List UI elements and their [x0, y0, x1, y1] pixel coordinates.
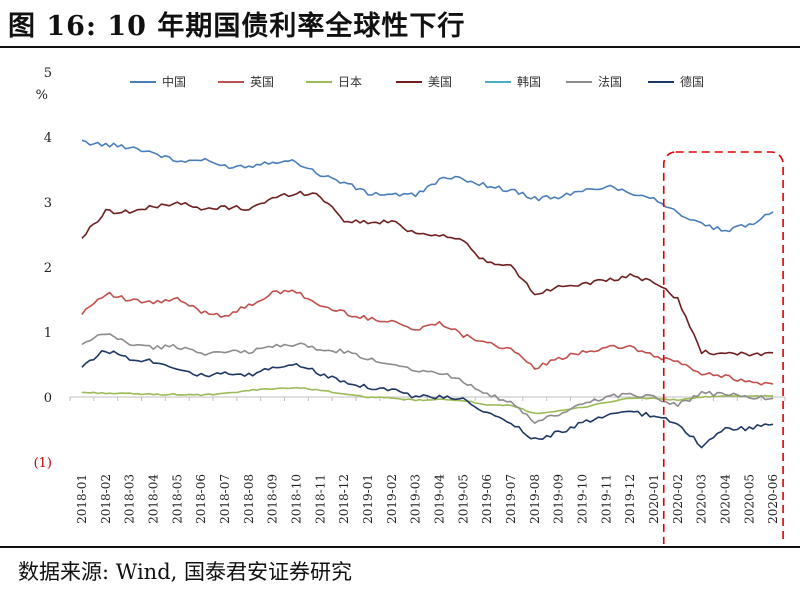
x-tick-label: 2019-09: [552, 474, 566, 524]
x-tick-label: 2019-01: [361, 474, 375, 524]
highlight-box: [662, 151, 784, 544]
legend-label: 日本: [338, 75, 362, 89]
legend-label: 美国: [428, 75, 452, 89]
x-tick-label: 2019-12: [623, 474, 637, 524]
y-tick-label: 0: [44, 391, 52, 406]
x-tick-label: 2018-05: [170, 474, 184, 524]
x-tick-label: 2019-11: [599, 474, 613, 524]
y-tick-label: (1): [34, 456, 52, 471]
x-tick-label: 2019-10: [575, 474, 589, 524]
y-tick-label: 1: [44, 326, 52, 341]
legend-label: 韩国: [517, 74, 541, 89]
legend-label: 德国: [680, 74, 704, 89]
x-tick-label: 2018-08: [242, 474, 256, 524]
x-tick-label: 2018-09: [266, 474, 280, 524]
x-tick-label: 2019-08: [528, 474, 542, 524]
y-tick-label: 4: [44, 131, 52, 146]
y-tick-label: 3: [44, 196, 52, 211]
title-rule: [0, 46, 800, 48]
x-tick-label: 2018-02: [99, 474, 113, 524]
x-tick-label: 2020-05: [742, 474, 756, 524]
x-tick-label: 2020-02: [671, 474, 685, 524]
x-tick-label: 2020-04: [718, 474, 732, 524]
legend-label: 英国: [250, 75, 274, 89]
x-tick-label: 2020-06: [766, 474, 780, 524]
legend-label: 中国: [162, 74, 186, 89]
source-note: 数据来源: Wind, 国泰君安证券研究: [18, 560, 352, 584]
series-line-1: [81, 289, 774, 386]
chart-area: 5 4 3 2 1 0 (1)% 2018-01 2018-02 2018-03 2018-04 20…: [34, 66, 786, 544]
x-tick-label: 2020-01: [647, 474, 661, 524]
x-tick-label: 2018-01: [75, 474, 89, 524]
series-line-0: [81, 139, 774, 233]
y-tick-label: 5: [44, 66, 52, 81]
x-tick-label: 2019-05: [456, 474, 470, 524]
legend-label: 法国: [598, 75, 622, 89]
x-tick-label: 2019-06: [480, 474, 494, 524]
x-tick-label: 2019-03: [409, 474, 423, 524]
x-tick-label: 2018-12: [337, 474, 351, 524]
x-tick-label: 2019-02: [385, 474, 399, 524]
x-tick-label: 2019-07: [504, 474, 518, 524]
x-tick-label: 2018-11: [313, 474, 327, 524]
x-tick-label: 2018-06: [194, 474, 208, 524]
source-rule: [0, 546, 800, 548]
x-tick-label: 2018-07: [218, 474, 232, 524]
x-tick-label: 2018-10: [289, 474, 303, 524]
x-tick-label: 2018-04: [146, 474, 160, 524]
x-tick-label: 2020-03: [695, 474, 709, 524]
series-line-5: [81, 333, 774, 424]
series-line-3: [81, 190, 774, 357]
series-line-6: [81, 350, 774, 449]
y-tick-label: 2: [44, 261, 52, 276]
x-tick-label: 2018-03: [123, 474, 137, 524]
y-unit-label: %: [36, 88, 48, 103]
x-tick-label: 2019-04: [432, 474, 446, 524]
series-line-2: [81, 386, 774, 415]
chart-title: 图 16: 10 年期国债利率全球性下行: [8, 11, 466, 42]
